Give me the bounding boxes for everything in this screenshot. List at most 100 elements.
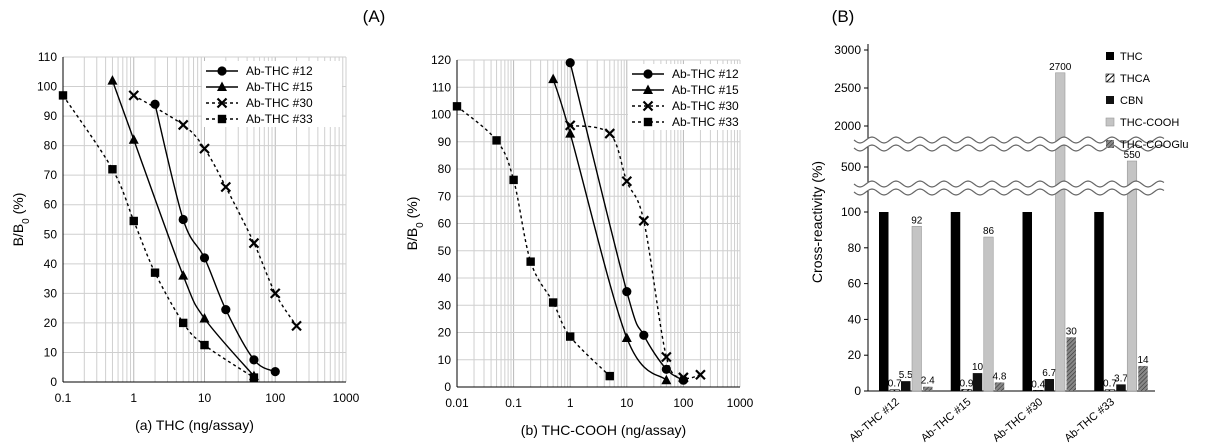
data-point — [249, 355, 259, 365]
y-tick-label: 90 — [438, 135, 452, 149]
series-line — [570, 124, 701, 380]
y-tick-label: 2500 — [834, 81, 861, 95]
bar-thca — [1104, 389, 1116, 392]
legend-entry: Ab-THC #33 — [206, 112, 313, 126]
y-tick-label: 50 — [44, 227, 58, 241]
y-tick-label: 80 — [44, 139, 58, 153]
data-point — [128, 134, 139, 144]
x-tick-label: 10 — [620, 396, 634, 410]
data-label: 2700 — [1049, 62, 1072, 73]
data-point — [270, 367, 280, 377]
x-tick-label: Ab-THC #15 — [919, 396, 974, 444]
legend-label: CBN — [1120, 95, 1143, 107]
data-label: 5.5 — [899, 370, 913, 381]
break-line — [853, 180, 1165, 188]
data-point — [661, 351, 672, 363]
data-point — [108, 165, 117, 174]
data-point — [492, 136, 501, 145]
y-tick-label: 60 — [848, 277, 862, 291]
y-tick-label: 10 — [438, 353, 452, 367]
data-label: 0.4 — [1031, 379, 1045, 390]
y-tick-label: 90 — [44, 109, 58, 123]
data-point — [269, 288, 281, 299]
bar-thc-cooglu — [994, 382, 1005, 391]
data-point — [638, 215, 650, 227]
legend-label: Ab-THC #30 — [672, 99, 739, 113]
y-tick-label: 20 — [848, 348, 862, 362]
break-line — [853, 188, 1165, 196]
data-point — [221, 305, 231, 315]
data-point — [177, 119, 189, 131]
legend-marker — [643, 117, 653, 127]
bar-thc-cooglu — [1066, 337, 1076, 391]
y-tick-label: 50 — [438, 244, 452, 258]
bar-cbn — [1116, 384, 1126, 391]
data-point — [565, 58, 575, 68]
series-ab-thc-30 — [128, 90, 302, 332]
data-point — [200, 340, 209, 350]
x-tick-label: 100 — [673, 396, 693, 410]
bar-thc — [879, 212, 889, 391]
data-point — [604, 128, 616, 139]
y-tick-label: 40 — [438, 271, 452, 285]
legend-entry: THC-COOH — [1105, 117, 1179, 129]
x-tick-label: Ab-THC #12 — [847, 396, 902, 444]
series-ab-thc-33 — [452, 102, 614, 381]
chart-cross-reactivity: 0 20 40 60 80 100 500 2000 2500 3000 Cross-reactiv… — [809, 43, 1188, 445]
x-tick-label: 1 — [130, 391, 137, 405]
y-tick-label: 0 — [854, 384, 861, 398]
y-tick-label: 70 — [44, 168, 58, 182]
bar-thca — [961, 389, 972, 392]
x-tick-label: Ab-THC #33 — [1063, 396, 1118, 444]
data-point — [622, 287, 632, 297]
data-point — [566, 332, 575, 341]
data-label: 86 — [983, 226, 995, 237]
y-tick-label: 110 — [432, 80, 451, 94]
legend-label: Ab-THC #15 — [246, 80, 313, 94]
data-point — [564, 120, 576, 131]
series-ab-thc-12 — [150, 99, 280, 377]
data-point — [452, 102, 462, 111]
legend-swatch — [1106, 52, 1114, 60]
data-point — [199, 143, 210, 154]
data-label: 0.7 — [888, 379, 902, 390]
axis-break — [853, 180, 1165, 196]
break-fill — [854, 181, 1164, 195]
break-line — [853, 136, 1165, 144]
bar-thca — [889, 389, 900, 392]
data-point — [621, 332, 632, 342]
y-tick-label: 100 — [431, 108, 451, 122]
legend-swatch — [1106, 140, 1114, 148]
panel-b-label: (B) — [832, 7, 855, 26]
legend-swatch — [1105, 117, 1115, 127]
legend-entry: THCA — [1105, 73, 1151, 85]
x-tick-label: 0.1 — [505, 396, 522, 410]
data-point — [178, 270, 189, 280]
legend-label: Ab-THC #33 — [672, 115, 739, 129]
y-tick-label: 110 — [38, 50, 57, 64]
data-point — [291, 320, 302, 332]
x-tick-label: Ab-THC #30 — [991, 396, 1046, 444]
bar-thc-cooh — [1055, 72, 1066, 392]
data-point — [58, 91, 68, 100]
data-point — [661, 374, 672, 385]
legend-label: THCA — [1120, 73, 1151, 85]
bar-thc-cooglu — [923, 386, 933, 391]
data-point — [178, 214, 188, 225]
y-tick-label: 30 — [44, 286, 58, 300]
data-point — [639, 330, 649, 340]
legend-entry: Ab-THC #33 — [632, 115, 739, 129]
legend-label: THC-COOH — [1120, 117, 1179, 129]
y-tick-label: 2000 — [834, 119, 861, 133]
y-tick-label: 500 — [841, 160, 861, 174]
data-point — [695, 369, 706, 381]
series-line — [111, 80, 255, 377]
data-point — [179, 318, 188, 328]
legend-entry: Ab-THC #30 — [206, 96, 313, 110]
data-point — [678, 372, 689, 383]
legend-entry: Ab-THC #30 — [632, 99, 739, 113]
x-axis-label: (a) THC (ng/assay) — [135, 417, 254, 433]
bar-thc — [1022, 212, 1032, 391]
bar-thc — [1094, 212, 1104, 391]
y-tick-label: 80 — [438, 162, 452, 176]
